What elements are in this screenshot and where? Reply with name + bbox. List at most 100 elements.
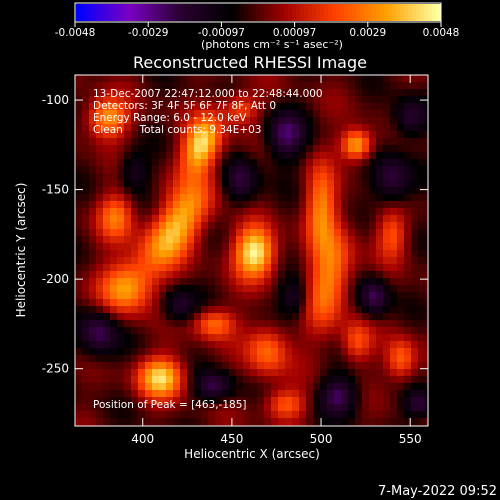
- heatmap-cell: [271, 201, 279, 209]
- heatmap-cell: [159, 89, 167, 97]
- colorbar-segment: [80, 4, 85, 21]
- heatmap-cell: [362, 75, 370, 83]
- heatmap-cell: [89, 166, 97, 174]
- heatmap-cell: [82, 173, 90, 181]
- colorbar-segment: [180, 4, 185, 21]
- colorbar-segment: [288, 4, 293, 21]
- heatmap-cell: [145, 299, 153, 307]
- heatmap-cell: [222, 236, 230, 244]
- colorbar-segment: [412, 4, 417, 21]
- heatmap-cell: [201, 236, 209, 244]
- heatmap-cell: [250, 341, 258, 349]
- heatmap-cell: [215, 180, 223, 188]
- heatmap-cell: [320, 124, 328, 132]
- heatmap-cell: [110, 348, 118, 356]
- heatmap-cell: [89, 278, 97, 286]
- heatmap-cell: [166, 89, 174, 97]
- heatmap-cell: [159, 124, 167, 132]
- heatmap-cell: [411, 173, 419, 181]
- heatmap-cell: [110, 180, 118, 188]
- heatmap-cell: [138, 180, 146, 188]
- heatmap-cell: [124, 75, 132, 83]
- heatmap-cell: [285, 257, 293, 265]
- heatmap-cell: [383, 243, 391, 251]
- heatmap-cell: [397, 243, 405, 251]
- heatmap-cell: [383, 166, 391, 174]
- heatmap-cell: [173, 124, 181, 132]
- heatmap-cell: [96, 341, 104, 349]
- heatmap-cell: [271, 173, 279, 181]
- heatmap-cell: [222, 82, 230, 90]
- heatmap-cell: [215, 271, 223, 279]
- heatmap-cell: [362, 110, 370, 118]
- heatmap-cell: [215, 320, 223, 328]
- heatmap-cell: [89, 110, 97, 118]
- heatmap-cell: [138, 173, 146, 181]
- heatmap-cell: [187, 131, 195, 139]
- heatmap-cell: [180, 124, 188, 132]
- heatmap-cell: [250, 173, 258, 181]
- heatmap-cell: [110, 257, 118, 265]
- heatmap-cell: [292, 348, 300, 356]
- heatmap-cell: [355, 173, 363, 181]
- heatmap-cell: [229, 243, 237, 251]
- heatmap-cell: [376, 180, 384, 188]
- heatmap-cell: [173, 278, 181, 286]
- heatmap-cell: [397, 180, 405, 188]
- heatmap-cell: [334, 257, 342, 265]
- heatmap-cell: [208, 243, 216, 251]
- heatmap-cell: [313, 264, 321, 272]
- heatmap-cell: [124, 390, 132, 398]
- heatmap-cell: [306, 397, 314, 405]
- heatmap-cell: [327, 152, 335, 160]
- heatmap-cell: [110, 397, 118, 405]
- heatmap-cell: [313, 313, 321, 321]
- heatmap-cell: [348, 173, 356, 181]
- heatmap-cell: [187, 264, 195, 272]
- heatmap-cell: [145, 131, 153, 139]
- heatmap-cell: [320, 418, 328, 426]
- heatmap-cell: [348, 404, 356, 412]
- heatmap-cell: [285, 89, 293, 97]
- heatmap-cell: [124, 299, 132, 307]
- heatmap-cell: [418, 159, 426, 167]
- heatmap-cell: [264, 180, 272, 188]
- heatmap-cell: [362, 152, 370, 160]
- heatmap-cell: [180, 145, 188, 153]
- heatmap-cell: [82, 362, 90, 370]
- heatmap-cell: [145, 257, 153, 265]
- heatmap-cell: [138, 243, 146, 251]
- heatmap-cell: [425, 103, 428, 111]
- heatmap-cell: [229, 355, 237, 363]
- heatmap-cell: [348, 124, 356, 132]
- heatmap-cell: [96, 236, 104, 244]
- heatmap-cell: [299, 397, 307, 405]
- heatmap-cell: [75, 362, 83, 370]
- heatmap-cell: [138, 236, 146, 244]
- heatmap-cell: [264, 355, 272, 363]
- heatmap-cell: [285, 180, 293, 188]
- heatmap-cell: [327, 166, 335, 174]
- heatmap-cell: [418, 313, 426, 321]
- heatmap-cell: [159, 390, 167, 398]
- heatmap-cell: [103, 243, 111, 251]
- heatmap-cell: [341, 103, 349, 111]
- heatmap-cell: [264, 173, 272, 181]
- heatmap-cell: [425, 355, 428, 363]
- heatmap-cell: [418, 201, 426, 209]
- heatmap-cell: [208, 376, 216, 384]
- heatmap-cell: [82, 110, 90, 118]
- heatmap-cell: [257, 404, 265, 412]
- heatmap-cell: [215, 96, 223, 104]
- heatmap-cell: [208, 320, 216, 328]
- heatmap-cell: [75, 222, 83, 230]
- heatmap-cell: [278, 327, 286, 335]
- heatmap-cell: [264, 222, 272, 230]
- heatmap-cell: [159, 138, 167, 146]
- heatmap-cell: [229, 215, 237, 223]
- heatmap-cell: [341, 264, 349, 272]
- heatmap-cell: [285, 271, 293, 279]
- heatmap-cell: [187, 341, 195, 349]
- heatmap-cell: [243, 299, 251, 307]
- heatmap-cell: [173, 376, 181, 384]
